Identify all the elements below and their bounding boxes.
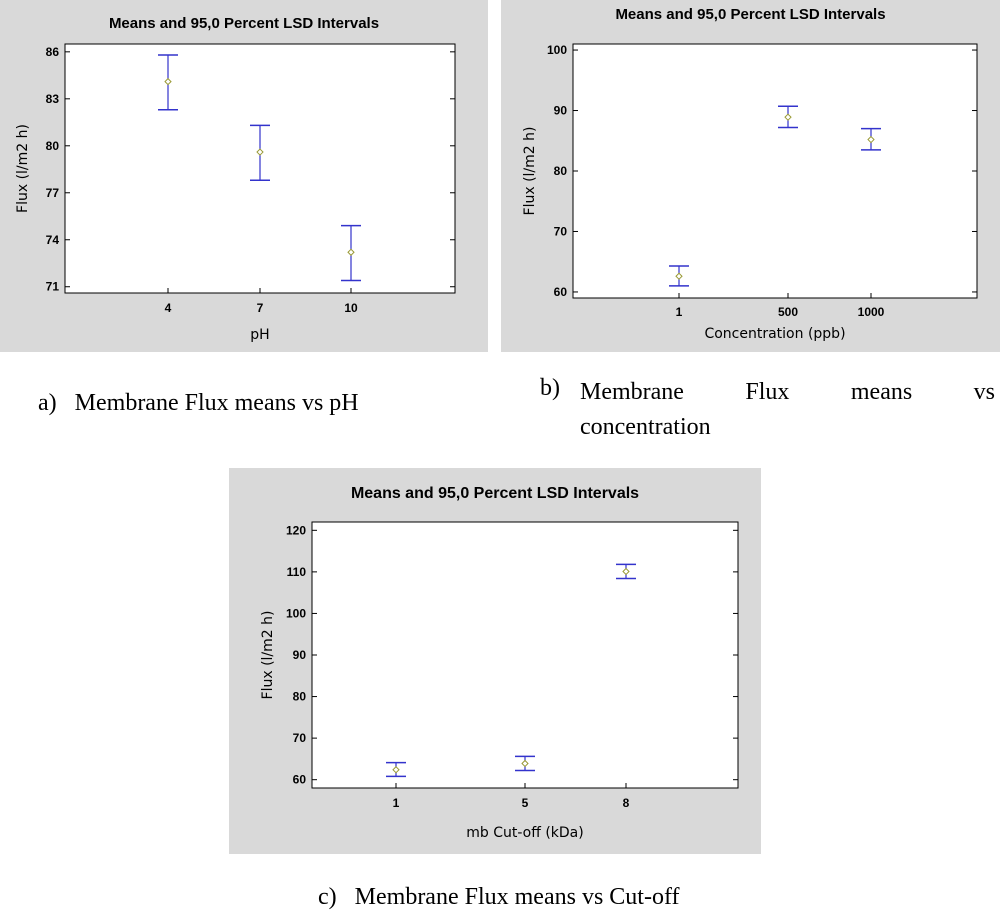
x-tick-label-cutoff: 8: [623, 796, 630, 810]
y-tick-label-concentration: 70: [554, 224, 568, 238]
y-tick-label-cutoff: 110: [287, 565, 307, 579]
x-tick-label-concentration: 1000: [858, 305, 885, 319]
x-tick-label-ph: 4: [165, 301, 172, 315]
chart-concentration: Means and 95,0 Percent LSD Intervals 100 9…: [522, 6, 978, 342]
mean-point-concentration: [675, 272, 683, 280]
y-tick-label-concentration: 80: [554, 164, 568, 178]
y-axis-label-concentration: Flux (l/m2 h): [522, 127, 538, 216]
y-tick-label-cutoff: 80: [293, 690, 307, 704]
x-axis-label-concentration: Concentration (ppb): [704, 326, 845, 342]
x-axis-label-ph: pH: [250, 327, 269, 343]
caption-b: b) Membrane Flux means vs concentration: [540, 375, 995, 445]
chart-title-concentration: Means and 95,0 Percent LSD Intervals: [615, 6, 885, 23]
x-tick-label-concentration: 1: [676, 305, 683, 319]
x-axis-label-cutoff: mb Cut-off (kDa): [466, 825, 583, 841]
caption-a-text: Membrane Flux means vs pH: [74, 390, 359, 416]
mean-point-ph: [164, 77, 172, 86]
mean-point-cutoff: [622, 567, 630, 576]
caption-c-marker: c): [318, 884, 337, 910]
mean-point-cutoff: [392, 766, 400, 774]
y-tick-label-ph: 74: [46, 233, 60, 247]
chart-panel-cutoff: Means and 95,0 Percent LSD Intervals 120 1…: [229, 468, 761, 854]
chart-ph: Means and 95,0 Percent LSD Intervals 86 83…: [15, 15, 456, 343]
y-axis-label-ph: Flux (l/m2 h): [15, 124, 31, 213]
y-tick-label-cutoff: 90: [293, 648, 307, 662]
caption-c-text: Membrane Flux means vs Cut-off: [354, 884, 680, 910]
mean-point-cutoff: [521, 759, 529, 768]
x-tick-label-cutoff: 1: [393, 796, 400, 810]
chart-title-cutoff: Means and 95,0 Percent LSD Intervals: [351, 485, 639, 502]
y-tick-label-cutoff: 70: [293, 731, 307, 745]
chart-title-ph: Means and 95,0 Percent LSD Intervals: [109, 15, 379, 32]
caption-c: c) Membrane Flux means vs Cut-off: [318, 884, 680, 911]
x-tick-label-cutoff: 5: [522, 796, 529, 810]
chart-panel-concentration: Means and 95,0 Percent LSD Intervals 100 9…: [501, 0, 1000, 352]
mean-point-concentration: [784, 113, 792, 121]
x-tick-label-concentration: 500: [778, 305, 798, 319]
y-tick-label-concentration: 100: [547, 43, 567, 57]
y-tick-label-concentration: 60: [554, 285, 568, 299]
y-tick-label-ph: 71: [46, 280, 60, 294]
mean-point-ph: [256, 148, 264, 156]
mean-point-ph: [347, 248, 355, 256]
mean-point-concentration: [867, 135, 875, 144]
x-tick-label-ph: 7: [257, 301, 264, 315]
caption-b-marker: b): [540, 375, 560, 401]
x-tick-label-ph: 10: [344, 301, 358, 315]
y-tick-label-cutoff: 60: [293, 773, 307, 787]
chart-panel-ph: Means and 95,0 Percent LSD Intervals 86 83…: [0, 0, 488, 352]
y-tick-label-cutoff: 100: [286, 606, 306, 620]
y-tick-label-ph: 83: [46, 92, 60, 106]
chart-cutoff: Means and 95,0 Percent LSD Intervals 120 1…: [260, 485, 739, 841]
y-tick-label-concentration: 90: [554, 104, 568, 118]
caption-b-text: Membrane Flux means vs concentration: [580, 379, 995, 440]
caption-a-marker: a): [38, 390, 57, 416]
y-tick-label-ph: 80: [46, 139, 60, 153]
y-tick-label-ph: 77: [46, 186, 60, 200]
plot-area-concentration: [572, 43, 978, 299]
caption-a: a) Membrane Flux means vs pH: [38, 390, 359, 417]
y-axis-label-cutoff: Flux (l/m2 h): [260, 611, 276, 700]
y-tick-label-ph: 86: [46, 45, 60, 59]
y-tick-label-cutoff: 120: [286, 523, 306, 537]
plot-area-cutoff: [311, 521, 739, 789]
